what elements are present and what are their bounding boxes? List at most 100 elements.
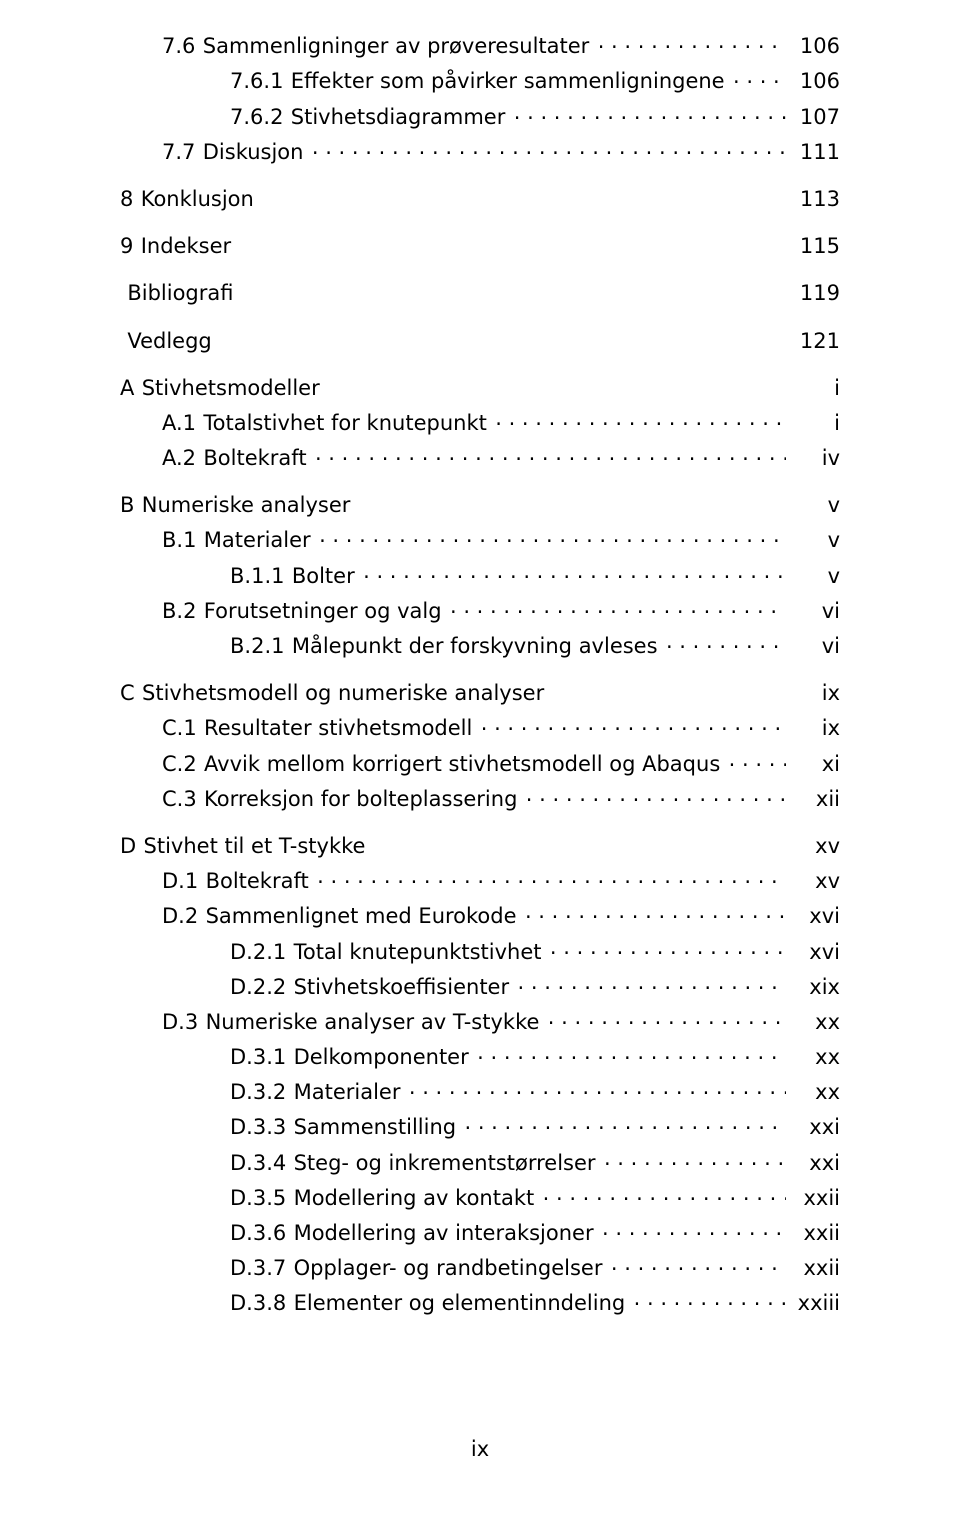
toc-entry: D.3Numeriske analyser av T-stykkexx (120, 1004, 840, 1034)
toc-entry-number: A.1 (162, 411, 196, 435)
toc-entry-page: i (794, 411, 840, 435)
toc-leader-dots (307, 440, 791, 465)
toc-leader-dots (596, 1144, 791, 1169)
toc-leader-dots (254, 181, 791, 206)
toc-entry-title: Sammenstilling (294, 1115, 457, 1139)
toc-entry-title: Numeriske analyser av T-stykke (206, 1010, 540, 1034)
toc-entry-title: Totalstivhet for knutepunkt (203, 411, 486, 435)
toc-entry: 7.7Diskusjon111 (120, 134, 840, 164)
toc-entry-number: C.3 (162, 787, 197, 811)
toc-leader-dots (539, 1004, 790, 1029)
toc-entry-page: ix (794, 716, 840, 740)
toc-entry: C.2Avvik mellom korrigert stivhetsmodell… (120, 745, 840, 775)
page-footer: ix (0, 1437, 960, 1461)
toc-entry-page: 119 (794, 281, 840, 305)
toc-entry-title: Stivhetsmodell og numeriske analyser (142, 681, 544, 705)
toc-entry-title: Sammenlignet med Eurokode (206, 904, 517, 928)
toc-leader-dots (442, 593, 791, 618)
toc-leader-dots (400, 1074, 790, 1099)
table-of-contents: 7.6Sammenligninger av prøveresultater106… (120, 28, 840, 1315)
toc-entry-number: D.3.3 (230, 1115, 286, 1139)
toc-entry: D.3.2Materialerxx (120, 1074, 840, 1104)
toc-entry-title: Modellering av kontakt (294, 1186, 535, 1210)
toc-entry-title: Steg- og inkrementstørrelser (294, 1151, 596, 1175)
toc-entry: D.3.7Opplager- og randbetingelserxxii (120, 1250, 840, 1280)
toc-entry-title: Konklusjon (141, 187, 254, 211)
toc-entry-number: C.1 (162, 716, 197, 740)
toc-entry-number: 7.6.1 (230, 69, 283, 93)
toc-leader-dots (725, 63, 791, 88)
toc-leader-dots (231, 228, 791, 253)
toc-leader-dots (469, 1039, 791, 1064)
toc-leader-dots (534, 1180, 790, 1205)
toc-entry: D.3.4Steg- og inkrementstørrelserxxi (120, 1144, 840, 1174)
toc-entry-title: Bolter (292, 564, 355, 588)
toc-entry: 9Indekser115 (120, 228, 840, 258)
toc-leader-dots (542, 933, 791, 958)
toc-leader-dots (234, 275, 791, 300)
toc-entry-page: 115 (794, 234, 840, 258)
toc-entry-page: v (794, 528, 840, 552)
toc-entry-page: i (794, 376, 840, 400)
toc-entry-page: xxii (794, 1256, 840, 1280)
toc-entry-number: B.2 (162, 599, 196, 623)
toc-leader-dots (350, 487, 790, 512)
toc-entry-title: Boltekraft (206, 869, 309, 893)
toc-entry: A.2Boltekraftiv (120, 440, 840, 470)
toc-entry: B.2Forutsetninger og valgvi (120, 593, 840, 623)
toc-entry-page: xii (794, 787, 840, 811)
page-number: ix (471, 1437, 489, 1461)
toc-entry-number: D.3.8 (230, 1291, 286, 1315)
toc-entry-number: 7.6.2 (230, 105, 283, 129)
toc-leader-dots (517, 781, 790, 806)
toc-leader-dots (456, 1109, 791, 1134)
toc-entry-number: B.1 (162, 528, 196, 552)
toc-entry-page: v (794, 493, 840, 517)
toc-entry-title: Indekser (141, 234, 231, 258)
toc-entry-title: Stivhet til et T-stykke (144, 834, 366, 858)
toc-leader-dots (355, 557, 791, 582)
toc-leader-dots (309, 863, 791, 888)
toc-entry-title: Stivhetsmodeller (142, 376, 320, 400)
toc-entry: B.1 Materialer v (120, 522, 840, 552)
toc-entry-number: D.3.7 (230, 1256, 286, 1280)
toc-entry-title: Stivhetsdiagrammer (291, 105, 506, 129)
toc-entry-title: Diskusjon (203, 140, 304, 164)
toc-entry-number: C.2 (162, 752, 197, 776)
toc-entry-page: xi (794, 752, 840, 776)
toc-entry: 7.6.1 Effekter som påvirker sammenligning… (120, 63, 840, 93)
toc-entry-title: Sammenligninger av prøveresultater (203, 34, 590, 58)
toc-entry: BNumeriske analyserv (120, 487, 840, 517)
toc-leader-dots (589, 28, 790, 53)
toc-entry-number: 7.6 (162, 34, 195, 58)
toc-entry-page: 107 (794, 105, 840, 129)
toc-leader-dots (658, 628, 791, 653)
toc-entry: D.3.8Elementer og elementinndelingxxiii (120, 1285, 840, 1315)
toc-entry-number: D.3.5 (230, 1186, 286, 1210)
toc-entry-page: 113 (794, 187, 840, 211)
toc-leader-dots (509, 969, 791, 994)
toc-entry-number: D.2 (162, 904, 198, 928)
toc-entry-title: Effekter som påvirker sammenligningene (291, 69, 725, 93)
toc-entry-title: Materialer (204, 528, 311, 552)
toc-entry: B.2.1Målepunkt der forskyvning avlesesvi (120, 628, 840, 658)
toc-entry: B.1.1Bolterv (120, 557, 840, 587)
toc-leader-dots (320, 370, 791, 395)
toc-entry: Bibliografi119 (120, 275, 840, 305)
toc-leader-dots (311, 522, 791, 547)
toc-entry-page: xv (794, 869, 840, 893)
toc-entry-page: vi (794, 599, 840, 623)
toc-entry-page: vi (794, 634, 840, 658)
toc-entry-title: Modellering av interaksjoner (294, 1221, 594, 1245)
toc-entry-number: D.3 (162, 1010, 198, 1034)
toc-entry-number: D.3.2 (230, 1080, 286, 1104)
toc-entry-title: Materialer (294, 1080, 401, 1104)
toc-entry-page: xxiii (794, 1291, 840, 1315)
toc-entry-page: xvi (794, 940, 840, 964)
toc-entry: 7.6.2 Stivhetsdiagrammer 107 (120, 98, 840, 128)
toc-entry: D.3.6Modellering av interaksjonerxxii (120, 1215, 840, 1245)
page-container: 7.6Sammenligninger av prøveresultater106… (0, 0, 960, 1521)
toc-leader-dots (303, 134, 790, 159)
toc-entry-number: D.1 (162, 869, 198, 893)
toc-entry-number: D.3.1 (230, 1045, 286, 1069)
